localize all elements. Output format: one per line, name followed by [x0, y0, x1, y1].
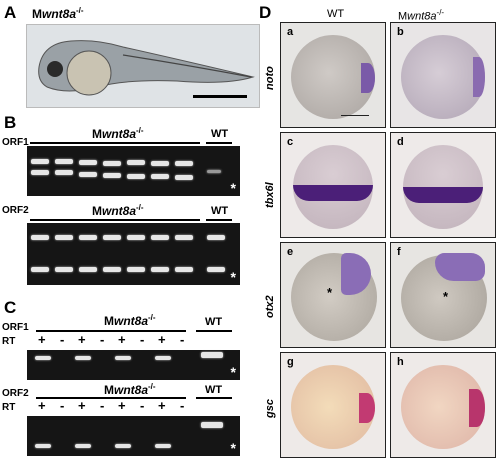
letter-c: c [287, 136, 294, 148]
letter-d: d [397, 136, 404, 148]
cell-a: a [280, 22, 386, 128]
gene-label-gsc: gsc [264, 399, 276, 418]
letter-h: h [397, 356, 404, 368]
panel-d-col-wt: WT [327, 8, 345, 20]
panel-a-label: A [4, 3, 17, 22]
b2-wt-underline [206, 219, 232, 221]
scale-bar-d [341, 115, 369, 116]
larva-image [26, 24, 260, 108]
c2-plus-3: + [118, 398, 126, 413]
gene-label-tbx6l: tbx6l [264, 182, 276, 208]
d-col-mut-gene: wnt8a [407, 10, 437, 23]
c2-rt-label: RT [2, 402, 16, 413]
letter-a: a [287, 26, 294, 38]
cell-e: * e [280, 242, 386, 348]
letter-f: f [397, 246, 401, 258]
c2-mut-sup: -/- [148, 382, 156, 391]
b2-mut-sup: -/- [136, 203, 144, 212]
b1-mut-sup: -/- [136, 126, 144, 135]
panel-b-orf2-title: Mwnt8a-/- [92, 203, 144, 218]
panel-b-label: B [4, 113, 17, 132]
c2-wt: WT [205, 384, 223, 396]
cell-d: d [390, 132, 496, 238]
panel-c-label: C [4, 298, 17, 317]
c1-plus-2: + [78, 332, 86, 347]
b2-wt: WT [211, 205, 229, 217]
b1-mut-underline [30, 142, 200, 144]
panel-c-orf2-title: Mwnt8a-/- [104, 382, 156, 397]
b2-mut-gene: wnt8a [102, 204, 137, 218]
c2-mut-gene: wnt8a [114, 383, 149, 397]
letter-b: b [397, 26, 404, 38]
c1-plus-1: + [38, 332, 46, 347]
b2-mut-underline [30, 219, 200, 221]
c2-plus-1: + [38, 398, 46, 413]
b1-gel: * [27, 146, 240, 196]
letter-g: g [287, 356, 294, 368]
b1-mut-gene: wnt8a [102, 127, 137, 141]
c1-mut-sup: -/- [148, 313, 156, 322]
c1-asterisk: * [230, 364, 236, 380]
c2-plus-4: + [158, 398, 166, 413]
b2-mut-prefix: M [92, 204, 102, 218]
c2-minus-2: - [100, 398, 105, 413]
c2-wt-underline [196, 397, 232, 399]
d-col-mut-prefix: M [398, 10, 408, 23]
b1-mut-prefix: M [92, 127, 102, 141]
b1-asterisk: * [230, 180, 236, 196]
panel-d-label: D [259, 3, 272, 22]
c2-minus-1: - [60, 398, 65, 413]
scale-bar [193, 95, 247, 98]
b1-wt: WT [211, 128, 229, 140]
b2-gel: * [27, 223, 240, 285]
c1-gel: * [27, 350, 240, 380]
c1-minus-1: - [60, 332, 65, 347]
panel-a-title-gene: wnt8a [42, 7, 77, 21]
panel-d-col-mut: Mwnt8a-/- [398, 8, 444, 23]
c1-minus-2: - [100, 332, 105, 347]
c1-wt: WT [205, 316, 223, 328]
panel-c-orf1-title: Mwnt8a-/- [104, 313, 156, 328]
panel-b-orf2-label: ORF2 [2, 205, 29, 216]
panel-c-orf1-label: ORF1 [2, 322, 29, 333]
c1-mut-prefix: M [104, 314, 114, 328]
c2-asterisk: * [230, 440, 236, 456]
c2-mut-prefix: M [104, 383, 114, 397]
cell-c: c [280, 132, 386, 238]
panel-b-orf1-title: Mwnt8a-/- [92, 126, 144, 141]
c1-plus-4: + [158, 332, 166, 347]
c2-minus-4: - [180, 398, 185, 413]
cell-h: h [390, 352, 496, 458]
c1-mut-gene: wnt8a [114, 314, 149, 328]
cell-b: b [390, 22, 496, 128]
c1-plus-3: + [118, 332, 126, 347]
c2-mut-underline [36, 397, 186, 399]
panel-c-orf2-label: ORF2 [2, 388, 29, 399]
c2-gel: * [27, 416, 240, 456]
b1-wt-underline [206, 142, 232, 144]
c1-rt-label: RT [2, 336, 16, 347]
c2-rt-signs: + - + - + - + - [38, 398, 238, 414]
c2-minus-3: - [140, 398, 145, 413]
cell-f: * f [390, 242, 496, 348]
d-col-mut-sup: -/- [436, 8, 445, 17]
f-asterisk: * [443, 289, 449, 304]
panel-a-title-sup: -/- [76, 6, 84, 15]
cell-g: g [280, 352, 386, 458]
panel-b-orf1-label: ORF1 [2, 137, 29, 148]
c1-wt-underline [196, 330, 232, 332]
gene-label-otx2: otx2 [264, 295, 276, 318]
c1-mut-underline [36, 330, 186, 332]
c1-minus-3: - [140, 332, 145, 347]
gene-label-noto: noto [264, 66, 276, 90]
b2-asterisk: * [230, 269, 236, 285]
panel-a-title: Mwnt8a-/- [32, 6, 84, 21]
panel-a-title-prefix: M [32, 7, 42, 21]
e-asterisk: * [327, 285, 333, 300]
c2-plus-2: + [78, 398, 86, 413]
c1-minus-4: - [180, 332, 185, 347]
letter-e: e [287, 246, 294, 258]
c1-rt-signs: + - + - + - + - [38, 332, 238, 348]
